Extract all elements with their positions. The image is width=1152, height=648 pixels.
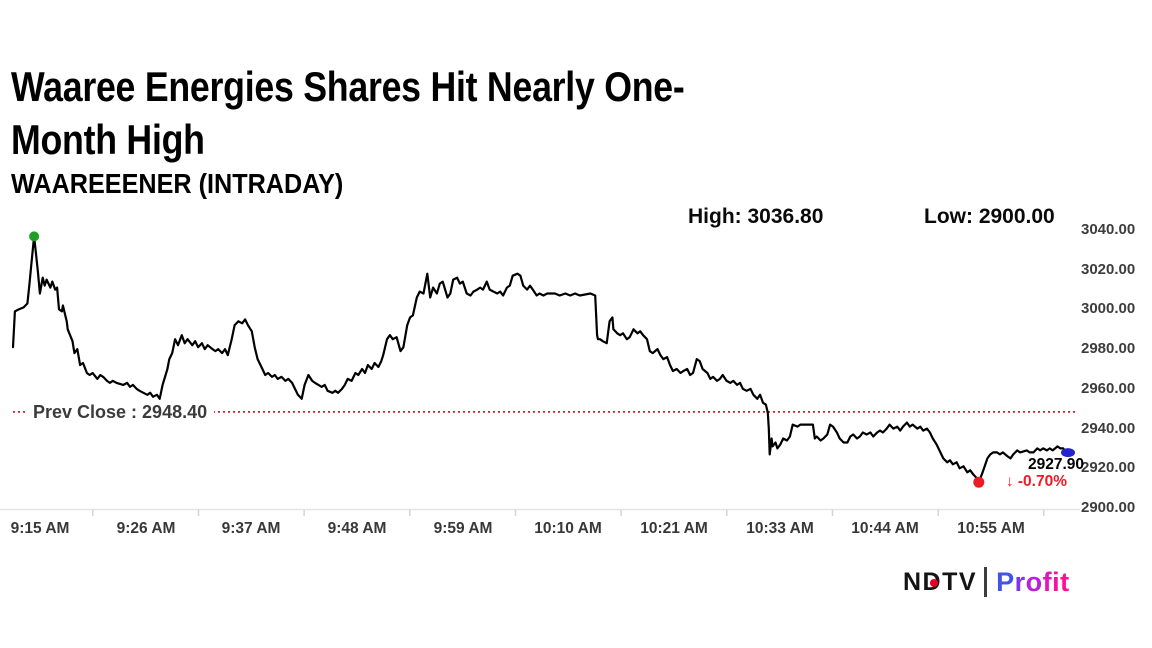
low-marker-dot bbox=[973, 476, 985, 488]
profit-letter: o bbox=[1025, 567, 1043, 597]
last-price-marker bbox=[1061, 448, 1075, 458]
y-axis-label: 3040.00 bbox=[1081, 221, 1136, 238]
last-price-label: 2927.90 bbox=[1027, 456, 1084, 473]
y-axis-label: 3000.00 bbox=[1081, 300, 1136, 317]
ndtv-profit-logo: NDTV Profit bbox=[903, 563, 1070, 601]
x-axis-label: 10:44 AM bbox=[851, 520, 919, 537]
logo-separator bbox=[984, 567, 988, 597]
page-title-line-2: Month High bbox=[11, 116, 205, 163]
x-axis-label: 9:48 AM bbox=[327, 520, 387, 537]
price-line bbox=[11, 235, 1070, 484]
ndtv-text: NDTV bbox=[903, 568, 978, 596]
profit-letter: f bbox=[1042, 567, 1053, 597]
x-axis-label: 9:37 AM bbox=[221, 520, 281, 537]
y-axis-label: 2960.00 bbox=[1081, 380, 1136, 397]
x-axis-label: 9:15 AM bbox=[10, 520, 70, 537]
x-axis-label: 10:10 AM bbox=[534, 520, 602, 537]
price-chart-svg bbox=[0, 231, 1080, 516]
profit-letter: t bbox=[1060, 567, 1070, 597]
page-title-line-1: Waaree Energies Shares Hit Nearly One- bbox=[11, 63, 685, 110]
low-stat: Low: 2900.00 bbox=[924, 205, 1055, 228]
ndtv-wordmark: NDTV bbox=[903, 567, 977, 597]
profit-wordmark: Profit bbox=[996, 566, 1070, 598]
profit-letter: i bbox=[1052, 567, 1061, 597]
change-percent-value: -0.70% bbox=[1017, 473, 1067, 490]
x-axis-label: 10:21 AM bbox=[640, 520, 708, 537]
y-axis-label: 2900.00 bbox=[1081, 499, 1136, 516]
prev-close-label: Prev Close : 2948.40 bbox=[26, 401, 215, 423]
x-axis-label: 10:33 AM bbox=[746, 520, 814, 537]
profit-letter: P bbox=[996, 567, 1015, 597]
y-axis-label: 3020.00 bbox=[1081, 261, 1136, 278]
x-axis-label: 9:26 AM bbox=[116, 520, 176, 537]
change-percent-label: ↓ -0.70% bbox=[987, 474, 1067, 490]
x-axis-ticks bbox=[92, 509, 1045, 516]
x-axis-label: 10:55 AM bbox=[957, 520, 1025, 537]
ndtv-red-dot-icon bbox=[930, 579, 938, 587]
y-axis-label: 2920.00 bbox=[1081, 459, 1136, 476]
y-axis-label: 2980.00 bbox=[1081, 340, 1136, 357]
high-stat: High: 3036.80 bbox=[688, 205, 824, 228]
x-axis-label: 9:59 AM bbox=[433, 520, 493, 537]
page-subtitle: WAAREEENER (INTRADAY) bbox=[11, 168, 344, 199]
page-title: Waaree Energies Shares Hit Nearly One- M… bbox=[11, 60, 685, 166]
down-arrow-icon: ↓ bbox=[1005, 473, 1014, 490]
profit-letter: r bbox=[1014, 567, 1026, 597]
high-marker-dot bbox=[29, 231, 40, 242]
y-axis-label: 2940.00 bbox=[1081, 420, 1136, 437]
